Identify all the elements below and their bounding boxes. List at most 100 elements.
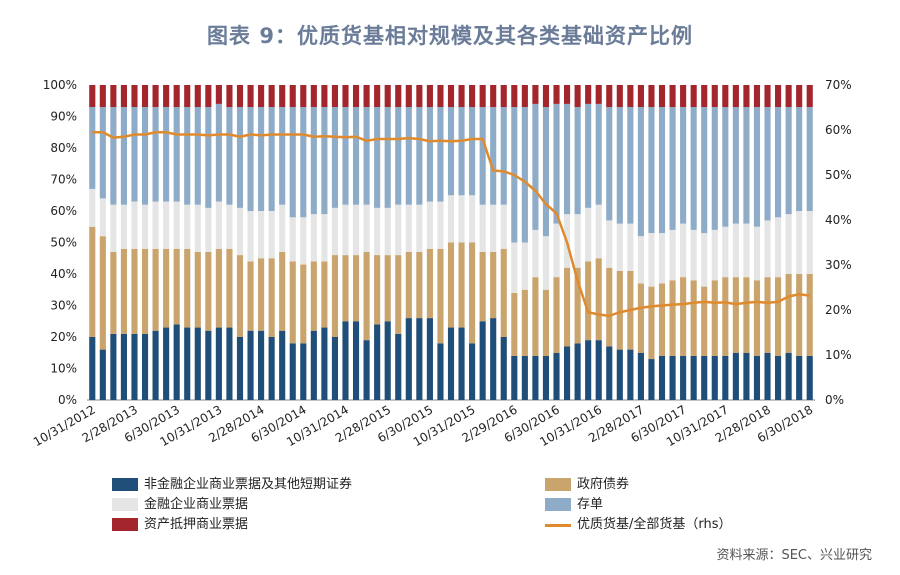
bar-segment-cd — [416, 107, 423, 205]
bar-segment-fin_cp — [131, 201, 138, 249]
right-axis-tick-label: 30% — [825, 258, 852, 272]
bar-segment-cd — [711, 107, 718, 230]
bar-segment-cd — [743, 107, 750, 224]
bar-segment-nonfin_cp — [99, 349, 106, 400]
bar-segment-cd — [680, 107, 687, 224]
bar-segment-gov — [163, 248, 170, 328]
bar-segment-abcp — [279, 85, 286, 108]
bar-segment-gov — [479, 251, 486, 322]
bar-segment-nonfin_cp — [753, 355, 761, 400]
bar-segment-nonfin_cp — [236, 337, 244, 400]
left-axis-tick-label: 60% — [50, 204, 77, 218]
legend-swatch-fin-cp — [112, 498, 138, 511]
bar-segment-abcp — [321, 85, 328, 108]
bar-segment-gov — [532, 277, 539, 356]
bar-segment-abcp — [574, 85, 581, 108]
bar-segment-fin_cp — [289, 217, 296, 262]
bar-segment-cd — [658, 107, 666, 234]
bar-segment-nonfin_cp — [658, 355, 666, 400]
bar-segment-fin_cp — [447, 195, 455, 243]
bar-segment-fin_cp — [753, 226, 761, 281]
bar-segment-fin_cp — [648, 233, 655, 287]
bar-segment-nonfin_cp — [764, 352, 771, 400]
bar-segment-nonfin_cp — [426, 318, 433, 400]
bar-segment-abcp — [680, 85, 687, 108]
bar-segment-gov — [585, 261, 592, 341]
bar-segment-abcp — [732, 85, 739, 108]
bar-segment-gov — [511, 292, 518, 356]
bar-segment-cd — [785, 107, 792, 215]
bar-segment-gov — [310, 261, 317, 331]
bar-segment-gov — [469, 242, 476, 344]
bar-segment-nonfin_cp — [564, 346, 571, 400]
bar-segment-gov — [416, 251, 423, 319]
bar-segment-fin_cp — [690, 229, 697, 281]
bar-segment-abcp — [616, 85, 623, 108]
bar-segment-nonfin_cp — [247, 330, 254, 400]
bar-segment-gov — [669, 280, 676, 356]
bar-segment-nonfin_cp — [268, 337, 275, 400]
bar-segment-cd — [500, 107, 507, 205]
bar-segment-fin_cp — [437, 201, 444, 249]
left-axis-tick-label: 80% — [50, 141, 77, 155]
bar-segment-nonfin_cp — [796, 355, 803, 400]
legend-swatch-nonfin-cp — [112, 478, 138, 491]
bar-segment-cd — [627, 107, 634, 224]
bar-segment-nonfin_cp — [669, 355, 676, 400]
bar-segment-gov — [110, 251, 117, 334]
bar-segment-nonfin_cp — [542, 355, 550, 400]
bar-segment-gov — [743, 277, 750, 353]
bar-segment-abcp — [89, 85, 96, 108]
bar-segment-abcp — [648, 85, 655, 108]
bar-segment-nonfin_cp — [785, 352, 792, 400]
bar-segment-nonfin_cp — [173, 324, 180, 400]
bar-segment-cd — [152, 107, 159, 202]
left-axis-tick-label: 30% — [50, 299, 77, 313]
bar-segment-cd — [89, 107, 96, 189]
bar-segment-gov — [711, 280, 718, 356]
bar-segment-nonfin_cp — [289, 343, 296, 400]
bar-segment-fin_cp — [711, 229, 718, 281]
bar-segment-nonfin_cp — [479, 321, 486, 400]
bar-segment-fin_cp — [511, 242, 518, 293]
bar-segment-gov — [131, 248, 138, 334]
bar-segment-abcp — [268, 85, 275, 108]
bar-segment-fin_cp — [553, 223, 560, 278]
bar-segment-cd — [405, 107, 412, 205]
bar-segment-abcp — [289, 85, 296, 108]
bar-segment-cd — [753, 107, 761, 227]
bar-segment-abcp — [258, 85, 265, 108]
bar-segment-fin_cp — [732, 223, 739, 278]
bar-segment-cd — [806, 107, 813, 211]
bar-segment-fin_cp — [352, 204, 360, 256]
bar-segment-gov — [405, 251, 412, 319]
bar-segment-cd — [564, 103, 571, 215]
bar-segment-fin_cp — [542, 236, 550, 290]
bar-segment-cd — [310, 107, 317, 215]
bar-segment-fin_cp — [606, 220, 613, 268]
bar-segment-cd — [437, 107, 444, 202]
bar-segment-nonfin_cp — [637, 352, 644, 400]
bar-segment-cd — [120, 107, 127, 205]
bar-segment-fin_cp — [521, 242, 528, 290]
bar-segment-abcp — [479, 85, 486, 108]
left-axis-tick-label: 0% — [58, 393, 77, 407]
bar-segment-abcp — [553, 85, 560, 104]
left-axis-tick-label: 50% — [50, 236, 77, 250]
bar-segment-nonfin_cp — [416, 318, 423, 400]
bar-segment-cd — [479, 107, 486, 205]
bar-segment-nonfin_cp — [447, 327, 455, 400]
bar-segment-abcp — [606, 85, 613, 108]
bar-segment-nonfin_cp — [342, 321, 349, 400]
bar-segment-abcp — [215, 85, 222, 104]
bar-segment-abcp — [405, 85, 412, 108]
bar-segment-cd — [701, 107, 708, 234]
bar-segment-nonfin_cp — [585, 340, 592, 400]
bar-segment-fin_cp — [205, 207, 212, 252]
legend-label-nonfin-cp: 非金融企业商业票据及其他短期证券 — [144, 477, 353, 492]
bar-segment-gov — [775, 277, 782, 356]
bar-segment-gov — [437, 248, 444, 344]
right-axis-tick-label: 20% — [825, 303, 852, 317]
bar-segment-nonfin_cp — [437, 343, 444, 400]
bar-segment-nonfin_cp — [110, 333, 117, 400]
